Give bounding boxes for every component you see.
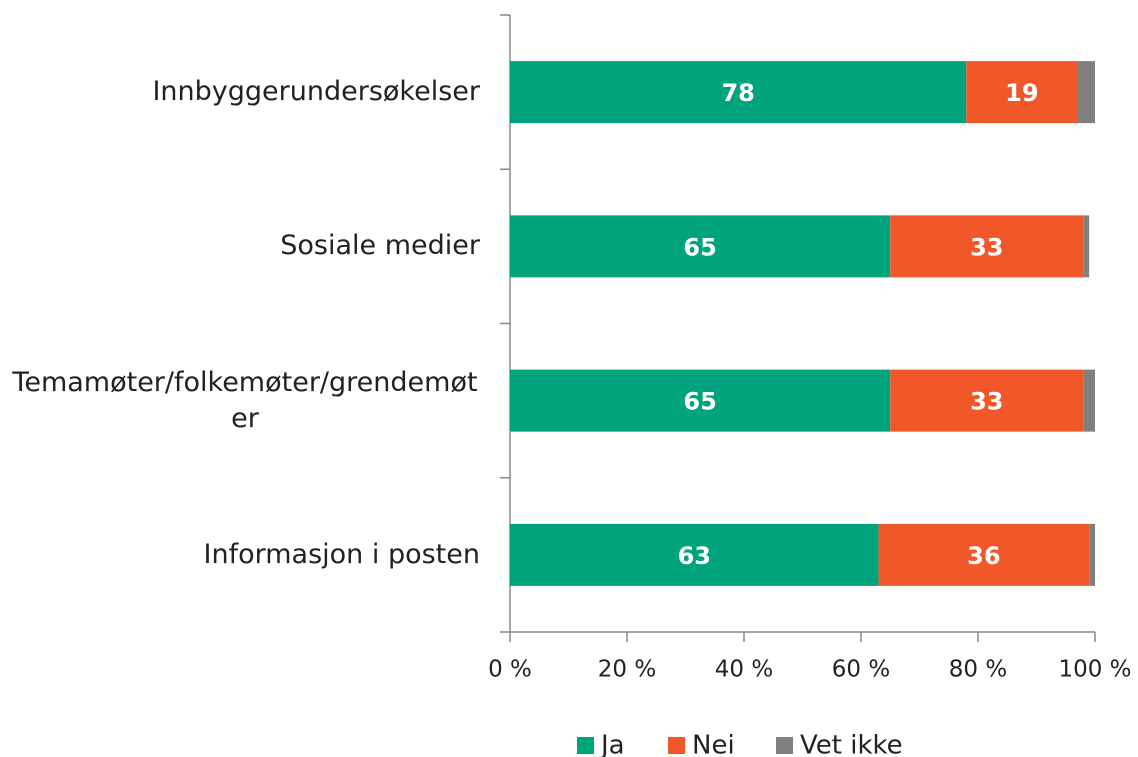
legend-label: Ja (599, 731, 625, 757)
bar-segment (1089, 523, 1095, 586)
bar-segment (510, 369, 891, 432)
data-label: 78 (721, 79, 754, 107)
x-tick-label: 60 % (832, 657, 890, 683)
data-label: 63 (678, 542, 711, 570)
x-tick-label: 20 % (598, 657, 656, 683)
category-label: Sosiale medier (10, 206, 480, 286)
data-label: 65 (683, 388, 716, 416)
legend-swatch (668, 737, 685, 754)
bar-segment (510, 215, 891, 278)
bar-segment (966, 61, 1078, 124)
bar-segment (510, 61, 967, 124)
x-tick-label: 40 % (715, 657, 773, 683)
legend-swatch (776, 737, 793, 754)
category-text: Informasjon i posten (203, 538, 480, 570)
x-tick-label: 80 % (949, 657, 1007, 683)
category-label: Informasjon i posten (10, 515, 480, 595)
bar-segment (890, 369, 1084, 432)
data-label: 36 (967, 542, 1000, 570)
bar-segment (890, 215, 1084, 278)
data-label: 33 (970, 388, 1003, 416)
legend-label: Vet ikke (800, 731, 903, 757)
data-label: 65 (683, 233, 716, 261)
bar-segment (1077, 61, 1095, 124)
category-text: Sosiale medier (280, 230, 480, 262)
bar-segment (878, 523, 1090, 586)
category-label: Innbyggerundersøkelser (10, 52, 480, 132)
legend-swatch (577, 737, 594, 754)
bar-segment (1083, 215, 1090, 278)
x-tick-label: 100 % (1058, 657, 1131, 683)
category-label: Temamøter/folkemøter/grendemøter (10, 361, 480, 441)
bar-segment (1083, 369, 1095, 432)
bar-segment (510, 523, 879, 586)
x-tick-label: 0 % (488, 657, 532, 683)
category-text: Temamøter/folkemøter/grendemøter (12, 366, 478, 434)
data-label: 33 (970, 233, 1003, 261)
category-text: Innbyggerundersøkelser (152, 76, 480, 108)
data-label: 19 (1005, 79, 1038, 107)
legend-label: Nei (692, 731, 735, 757)
